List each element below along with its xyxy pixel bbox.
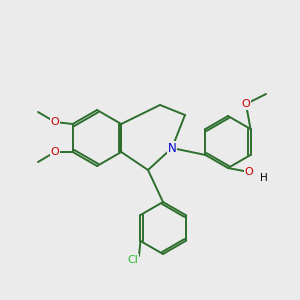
Text: O: O (51, 117, 59, 127)
Text: O: O (242, 99, 250, 109)
Text: N: N (168, 142, 176, 154)
Text: Cl: Cl (128, 255, 138, 265)
Text: O: O (51, 147, 59, 157)
Text: O: O (244, 167, 253, 177)
Text: H: H (260, 173, 268, 183)
